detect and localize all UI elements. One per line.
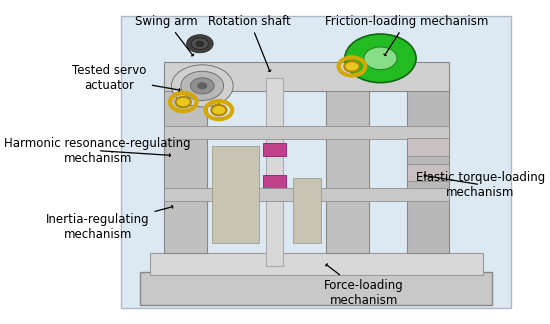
FancyBboxPatch shape (406, 138, 449, 156)
Circle shape (345, 34, 416, 83)
FancyBboxPatch shape (406, 164, 449, 181)
Circle shape (172, 65, 233, 107)
Circle shape (197, 83, 207, 89)
FancyBboxPatch shape (212, 146, 259, 243)
FancyBboxPatch shape (164, 62, 449, 91)
Circle shape (344, 61, 360, 72)
Circle shape (175, 97, 191, 107)
FancyBboxPatch shape (164, 188, 449, 201)
Circle shape (190, 78, 214, 94)
Text: Tested servo
actuator: Tested servo actuator (73, 64, 180, 92)
Circle shape (196, 41, 204, 46)
Text: Force-loading
mechanism: Force-loading mechanism (324, 264, 404, 307)
FancyBboxPatch shape (326, 75, 368, 253)
FancyBboxPatch shape (164, 126, 449, 139)
Circle shape (191, 38, 208, 50)
FancyBboxPatch shape (293, 178, 321, 243)
FancyBboxPatch shape (406, 75, 449, 253)
FancyBboxPatch shape (122, 16, 511, 308)
FancyBboxPatch shape (150, 253, 482, 275)
Text: Friction-loading mechanism: Friction-loading mechanism (325, 15, 488, 55)
FancyBboxPatch shape (164, 75, 207, 253)
Circle shape (181, 71, 224, 100)
Text: Inertia-regulating
mechanism: Inertia-regulating mechanism (46, 205, 173, 241)
FancyBboxPatch shape (266, 78, 283, 266)
Circle shape (211, 105, 227, 115)
Text: Harmonic resonance-regulating
mechanism: Harmonic resonance-regulating mechanism (4, 137, 191, 165)
FancyBboxPatch shape (140, 272, 492, 305)
Text: Swing arm: Swing arm (135, 15, 198, 56)
FancyBboxPatch shape (263, 175, 286, 188)
FancyBboxPatch shape (263, 143, 286, 156)
Text: Elastic torque-loading
mechanism: Elastic torque-loading mechanism (416, 171, 545, 199)
Text: Rotation shaft: Rotation shaft (208, 15, 291, 71)
Circle shape (364, 47, 397, 70)
Circle shape (186, 35, 213, 53)
